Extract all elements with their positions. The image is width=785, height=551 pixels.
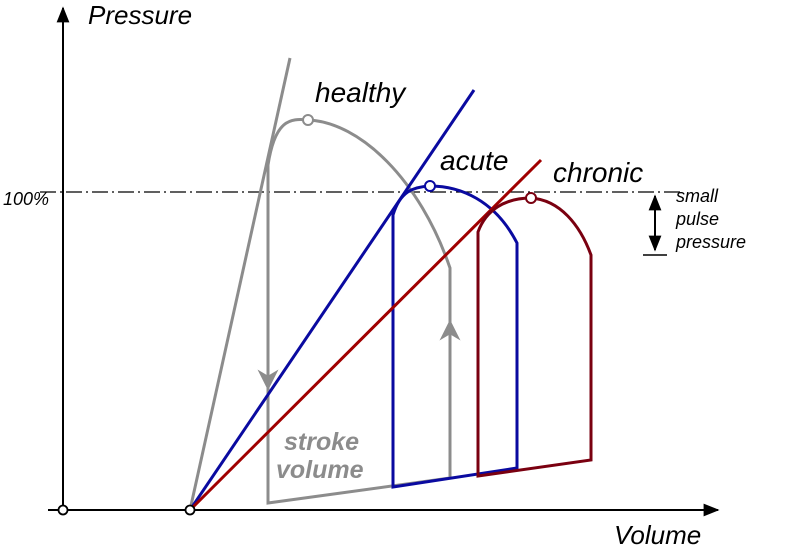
chronic-loop (476, 196, 593, 478)
y-axis-label: Pressure (88, 0, 192, 30)
chronic-esp-line (188, 158, 543, 512)
annotation: pressure (675, 232, 746, 252)
loop-label: healthy (315, 77, 407, 108)
marker (424, 180, 436, 192)
annotation: pulse (675, 209, 719, 229)
annotation: volume (276, 456, 364, 484)
healthy-esp-line (188, 57, 292, 511)
volume-point (184, 504, 196, 516)
loop-label: chronic (553, 157, 643, 188)
acute-loop (391, 184, 519, 489)
marker (302, 114, 314, 126)
x-axis-label: Volume (614, 520, 701, 546)
origin (57, 504, 69, 516)
reference-label: 100% (3, 189, 49, 209)
healthy-loop (266, 118, 452, 505)
annotation: small (676, 186, 719, 206)
marker (525, 192, 537, 204)
acute-esp-line (188, 89, 476, 511)
loop-label: acute (440, 145, 509, 176)
annotation: stroke (284, 428, 359, 456)
